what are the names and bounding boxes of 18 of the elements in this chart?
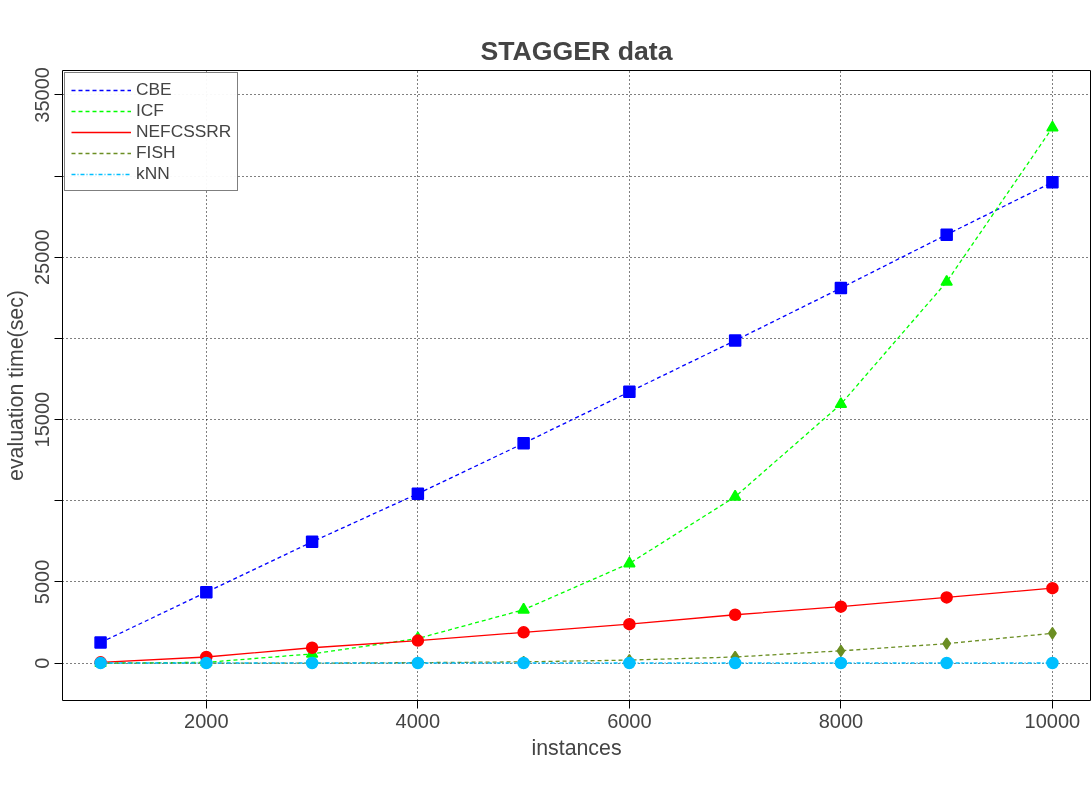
legend-label: CBE — [136, 79, 172, 100]
x-tick-label: 10000 — [1024, 709, 1081, 732]
x-tick-label: 4000 — [395, 709, 441, 732]
y-tick-label: 5000 — [31, 559, 54, 605]
x-tick-label: 8000 — [818, 709, 864, 732]
y-axis-title: evaluation time(sec) — [3, 290, 28, 481]
legend-label: FISH — [136, 142, 176, 163]
y-tick-label: 15000 — [31, 391, 54, 448]
x-tick-label: 2000 — [184, 709, 229, 732]
y-tick-label: 25000 — [31, 229, 54, 286]
y-tick-label: 0 — [31, 657, 54, 669]
legend-label: ICF — [136, 100, 164, 121]
legend-label: kNN — [136, 163, 170, 184]
y-tick-label: 35000 — [31, 67, 54, 123]
legend-label: NEFCSSRR — [136, 121, 232, 142]
x-tick-label: 6000 — [607, 709, 652, 732]
chart-title: STAGGER data — [480, 35, 673, 66]
x-axis-title: instances — [531, 735, 622, 760]
